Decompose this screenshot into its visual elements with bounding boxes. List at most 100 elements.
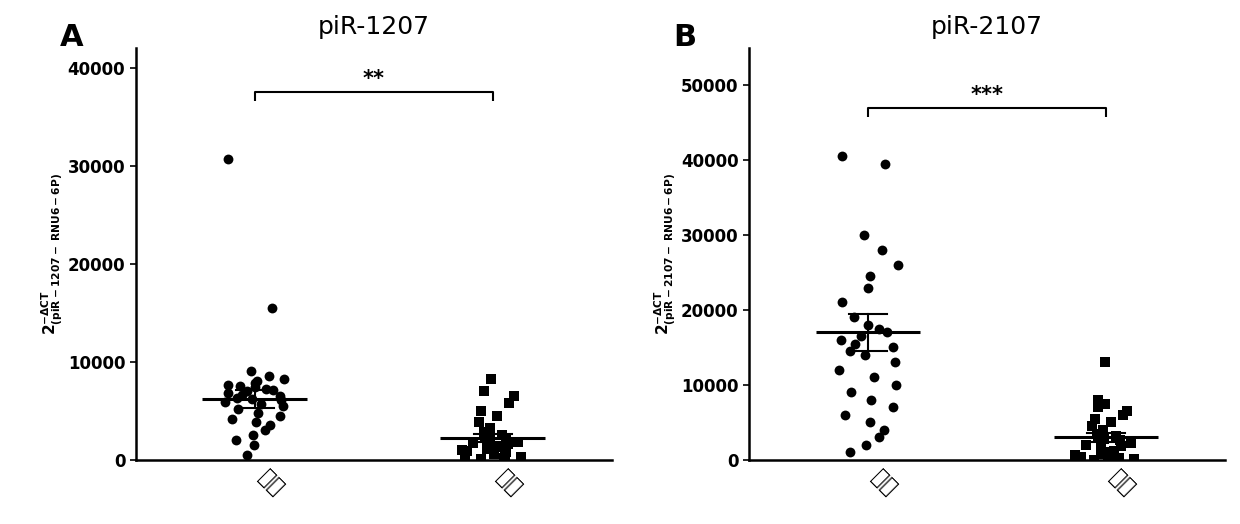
Point xyxy=(862,396,882,404)
Point xyxy=(1087,433,1107,442)
Point xyxy=(484,444,503,452)
Point xyxy=(451,446,471,454)
Text: B: B xyxy=(673,23,696,52)
Point xyxy=(497,440,517,448)
Point xyxy=(884,403,904,411)
Point xyxy=(1089,396,1109,404)
Point xyxy=(262,303,281,312)
Point xyxy=(851,332,870,341)
Point xyxy=(273,401,293,410)
Point xyxy=(475,434,495,442)
Point xyxy=(479,442,498,450)
Point xyxy=(1125,455,1145,464)
Point xyxy=(1091,438,1111,446)
Point xyxy=(861,272,880,280)
Point xyxy=(1083,422,1102,430)
Point xyxy=(1091,444,1111,452)
Point xyxy=(841,347,861,355)
Point xyxy=(1071,453,1091,461)
Point xyxy=(844,313,864,322)
Point xyxy=(1096,358,1116,367)
Point xyxy=(859,418,879,427)
Title: piR-2107: piR-2107 xyxy=(931,15,1043,39)
Point xyxy=(270,411,290,420)
Point xyxy=(260,421,280,430)
Point xyxy=(480,435,500,443)
Point xyxy=(1106,432,1126,440)
Point xyxy=(244,379,264,387)
Point xyxy=(244,383,264,391)
Point xyxy=(1084,455,1104,464)
Point xyxy=(237,387,257,395)
Point xyxy=(858,283,878,292)
Point xyxy=(854,231,874,239)
Point xyxy=(875,160,895,168)
Point xyxy=(471,407,491,415)
Point xyxy=(480,424,500,433)
Text: **: ** xyxy=(362,69,384,89)
Point xyxy=(832,152,852,161)
Point xyxy=(831,336,851,344)
Point xyxy=(255,426,275,434)
Point xyxy=(487,411,507,420)
Point xyxy=(864,373,884,381)
Point xyxy=(496,436,516,444)
Point xyxy=(828,366,848,374)
Point xyxy=(463,439,482,447)
Point xyxy=(1097,448,1117,456)
Point xyxy=(1087,403,1107,411)
Point xyxy=(1091,450,1111,458)
Point xyxy=(243,431,263,440)
Point xyxy=(242,395,262,403)
Point xyxy=(503,392,523,400)
Point xyxy=(1107,455,1127,464)
Point xyxy=(492,431,512,440)
Point xyxy=(264,386,284,395)
Point xyxy=(846,340,866,348)
Point xyxy=(1111,442,1131,451)
Point xyxy=(458,447,477,455)
Point xyxy=(477,445,497,453)
Title: piR-1207: piR-1207 xyxy=(317,15,429,39)
Point xyxy=(1095,399,1115,408)
Point xyxy=(1091,445,1111,453)
Point xyxy=(508,438,528,446)
Point xyxy=(1087,429,1107,438)
Point xyxy=(856,441,875,449)
Point xyxy=(496,447,516,456)
Point xyxy=(270,392,290,400)
Point xyxy=(469,418,489,427)
Point xyxy=(1109,453,1128,462)
Point xyxy=(887,380,906,389)
Y-axis label: $\mathregular{2}^{\mathregular{-\Delta CT}}_{\mathregular{(piR-2107-\ RNU6-6P)}}: $\mathregular{2}^{\mathregular{-\Delta C… xyxy=(653,173,678,335)
Point xyxy=(218,381,238,389)
Point xyxy=(1097,454,1117,463)
Point xyxy=(259,372,279,380)
Point xyxy=(858,321,878,329)
Point xyxy=(495,452,515,460)
Point xyxy=(250,400,270,408)
Point xyxy=(869,433,889,442)
Point xyxy=(1085,414,1105,423)
Point xyxy=(500,399,520,407)
Point xyxy=(481,375,501,384)
Point xyxy=(232,391,252,399)
Point xyxy=(832,298,852,307)
Text: ***: *** xyxy=(971,85,1003,105)
Point xyxy=(222,414,242,423)
Point xyxy=(231,382,250,390)
Point xyxy=(1065,451,1085,460)
Point xyxy=(888,261,908,269)
Point xyxy=(884,343,904,352)
Point xyxy=(244,441,264,449)
Point xyxy=(836,411,856,419)
Point xyxy=(1110,436,1130,444)
Point xyxy=(255,385,275,394)
Point xyxy=(872,246,892,254)
Point xyxy=(241,367,260,376)
Point xyxy=(1076,441,1096,449)
Point xyxy=(227,394,247,402)
Point xyxy=(1101,418,1121,427)
Point xyxy=(216,398,236,406)
Point xyxy=(1117,407,1137,416)
